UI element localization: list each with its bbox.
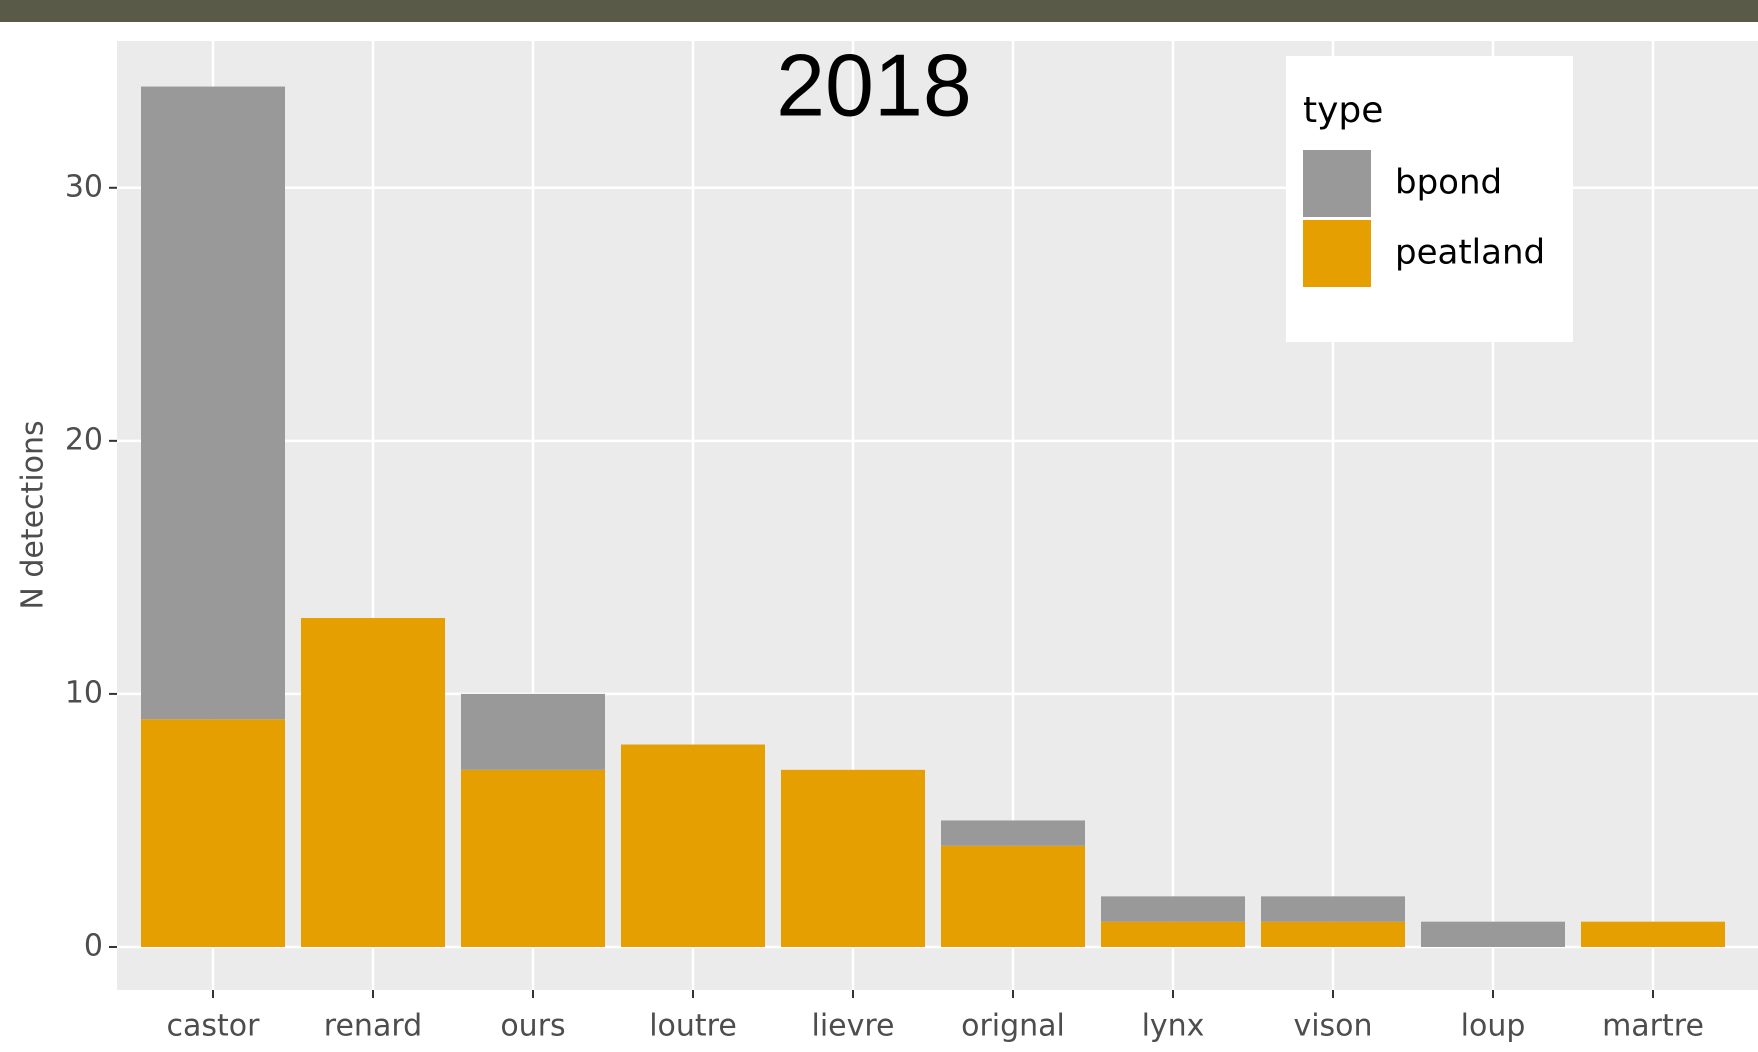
- bar-segment: [1261, 896, 1405, 922]
- photo-strip: [0, 0, 1758, 22]
- x-tick-label: lynx: [1142, 1009, 1205, 1044]
- bar-segment: [1101, 896, 1245, 922]
- x-tick-label: renard: [324, 1009, 422, 1044]
- legend-swatch: [1303, 150, 1371, 217]
- bar-segment: [461, 769, 605, 947]
- legend-label: bpond: [1395, 163, 1502, 203]
- x-tick-label: vison: [1293, 1009, 1372, 1044]
- bar-segment: [941, 845, 1085, 947]
- bar-segment: [141, 86, 285, 720]
- legend-swatch: [1303, 220, 1371, 287]
- legend-label: peatland: [1395, 233, 1545, 273]
- x-tick-label: lievre: [811, 1009, 894, 1044]
- y-tick-label: 20: [65, 422, 103, 457]
- bar-segment: [1421, 921, 1565, 947]
- bar-segment: [1261, 921, 1405, 947]
- x-tick-label: orignal: [961, 1009, 1065, 1044]
- x-tick-label: castor: [167, 1009, 261, 1044]
- legend-title: type: [1303, 90, 1383, 131]
- bar-segment: [461, 693, 605, 770]
- bar-segment: [621, 744, 765, 947]
- chart-title: 2018: [776, 35, 972, 134]
- bar-segment: [781, 769, 925, 947]
- bar-segment: [301, 617, 445, 947]
- y-axis-title: N detections: [16, 420, 51, 609]
- x-tick-label: martre: [1602, 1009, 1704, 1044]
- bar-segment: [1581, 921, 1725, 947]
- y-tick-label: 30: [65, 169, 103, 204]
- x-tick-label: loutre: [649, 1009, 737, 1044]
- x-tick-label: ours: [500, 1009, 565, 1044]
- x-tick-label: loup: [1461, 1009, 1526, 1044]
- y-tick-label: 10: [65, 675, 103, 710]
- bar-segment: [941, 820, 1085, 846]
- legend: type bpond peatland: [1286, 56, 1573, 342]
- bars: [141, 86, 1725, 947]
- y-tick-label: 0: [84, 928, 103, 963]
- bar-segment: [141, 719, 285, 947]
- bar-segment: [1101, 921, 1245, 947]
